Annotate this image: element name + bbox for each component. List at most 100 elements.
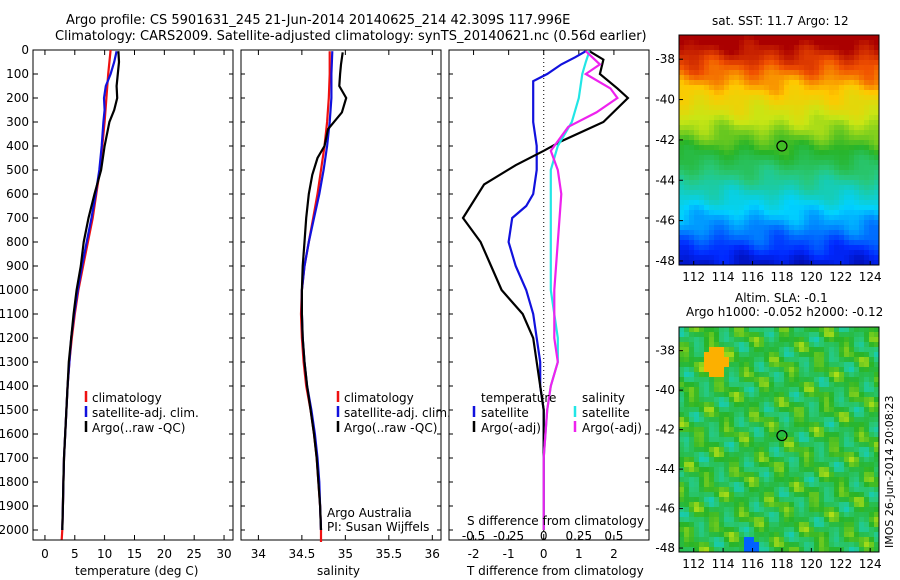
x-tick-label: 1: [575, 547, 583, 561]
y-tick-label: 1800: [0, 475, 29, 489]
map-x-tick-label: 114: [712, 557, 735, 571]
s-tick-label: -0.25: [493, 529, 524, 543]
map-y-tick-label: -46: [655, 502, 675, 516]
map-x-tick-label: 122: [829, 270, 852, 284]
map-y-tick-label: -48: [655, 541, 675, 555]
x-tick-label: 0: [41, 547, 49, 561]
salinity-legend-argo: Argo(..raw -QC): [344, 421, 438, 435]
map-y-tick-label: -42: [655, 133, 675, 147]
sla-map-subtitle: Argo h1000: -0.052 h2000: -0.12: [686, 305, 884, 319]
difference-legend-sal-satellite: satellite: [582, 406, 630, 420]
sst-map-frame: [678, 34, 880, 266]
difference-legend-salinity-title: salinity: [582, 391, 626, 405]
map-y-tick-label: -42: [655, 423, 675, 437]
sla-map-title: Altim. SLA: -0.1: [735, 291, 828, 305]
y-tick-label: 1300: [0, 355, 29, 369]
map-y-tick-label: -40: [655, 383, 675, 397]
y-tick-label: 1100: [0, 307, 29, 321]
x-tick-label: 10: [97, 547, 112, 561]
temperature-legend-argo: Argo(..raw -QC): [92, 421, 186, 435]
y-tick-label: 100: [6, 67, 29, 81]
x-tick-label: 2: [610, 547, 618, 561]
map-x-tick-label: 116: [741, 557, 764, 571]
y-tick-label: 1500: [0, 403, 29, 417]
map-x-tick-label: 114: [712, 270, 735, 284]
x-tick-label: 35: [338, 547, 353, 561]
header-line-2: Climatology: CARS2009. Satellite-adjuste…: [55, 29, 647, 44]
map-y-tick-label: -40: [655, 93, 675, 107]
sst-map: [679, 35, 880, 266]
x-tick-label: -2: [468, 547, 480, 561]
temperature-legend-climatology: climatology: [92, 391, 162, 405]
argo-location-marker: [776, 140, 788, 152]
x-tick-label: 25: [187, 547, 202, 561]
s-tick-label: 0.25: [565, 529, 592, 543]
x-tick-label: 35.5: [375, 547, 402, 561]
salinity-legend-climatology: climatology: [344, 391, 414, 405]
header-line-1: Argo profile: CS 5901631_245 21-Jun-2014…: [66, 13, 571, 28]
y-tick-label: 400: [6, 139, 29, 153]
salinity-annotation-line-2: PI: Susan Wijffels: [327, 520, 430, 534]
map-y-tick-label: -44: [655, 173, 675, 187]
difference-legend-temperature-title: temperature: [481, 391, 557, 405]
map-x-tick-label: 118: [770, 557, 793, 571]
series-line: [542, 50, 619, 530]
series-line: [300, 52, 348, 531]
map-x-tick-label: 116: [741, 270, 764, 284]
y-tick-label: 500: [6, 163, 29, 177]
x-tick-label: -1: [503, 547, 515, 561]
y-tick-label: 1200: [0, 331, 29, 345]
difference-legend-sal-argo: Argo(-adj): [582, 421, 642, 435]
difference-legend-temp-satellite: satellite: [481, 406, 529, 420]
y-tick-label: 1000: [0, 283, 29, 297]
y-tick-label: 200: [6, 91, 29, 105]
y-tick-label: 700: [6, 211, 29, 225]
x-tick-label: 15: [127, 547, 142, 561]
difference-xlabel-top: S difference from climatology: [467, 514, 644, 528]
difference-legend-temp-argo: Argo(-adj): [481, 421, 541, 435]
x-tick-label: 36: [425, 547, 440, 561]
sst-map-title: sat. SST: 11.7 Argo: 12: [712, 14, 849, 28]
map-x-tick-label: 124: [859, 557, 882, 571]
x-tick-label: 34.5: [289, 547, 316, 561]
temperature-xlabel: temperature (deg C): [75, 564, 199, 578]
y-tick-label: 800: [6, 235, 29, 249]
map-y-tick-label: -38: [655, 52, 675, 66]
y-tick-label: 900: [6, 259, 29, 273]
x-tick-label: 20: [157, 547, 172, 561]
map-x-tick-label: 120: [800, 270, 823, 284]
y-tick-label: 1700: [0, 451, 29, 465]
profile-panel-frame: [240, 49, 442, 541]
map-y-tick-label: -46: [655, 214, 675, 228]
sla-map: [679, 327, 880, 553]
x-tick-label: 34: [251, 547, 266, 561]
s-tick-label: 0: [540, 529, 548, 543]
s-tick-label: 0.5: [604, 529, 623, 543]
y-tick-label: 2000: [0, 523, 29, 537]
y-tick-label: 1400: [0, 379, 29, 393]
y-tick-label: 1900: [0, 499, 29, 513]
y-tick-label: 1600: [0, 427, 29, 441]
salinity-xlabel: salinity: [317, 564, 361, 578]
argo-location-marker: [776, 429, 788, 442]
map-x-tick-label: 122: [829, 557, 852, 571]
map-y-tick-label: -38: [655, 344, 675, 358]
y-tick-label: 0: [21, 43, 29, 57]
difference-xlabel: T difference from climatology: [467, 564, 644, 578]
s-tick-label: -0.5: [462, 529, 485, 543]
sla-map-frame: [678, 326, 880, 553]
map-x-tick-label: 112: [682, 557, 705, 571]
temperature-legend-satellite: satellite-adj. clim.: [92, 406, 199, 420]
x-tick-label: 0: [540, 547, 548, 561]
map-x-tick-label: 118: [770, 270, 793, 284]
map-x-tick-label: 112: [682, 270, 705, 284]
profile-panel-frame: [448, 49, 650, 541]
imos-credit: IMOS 26-Jun-2014 20:08:23: [883, 395, 896, 548]
salinity-legend-satellite: satellite-adj. clim.: [344, 406, 451, 420]
y-tick-label: 600: [6, 187, 29, 201]
series-line: [61, 51, 121, 531]
profile-panel-frame: [32, 49, 234, 541]
y-tick-label: 300: [6, 115, 29, 129]
map-y-tick-label: -44: [655, 462, 675, 476]
